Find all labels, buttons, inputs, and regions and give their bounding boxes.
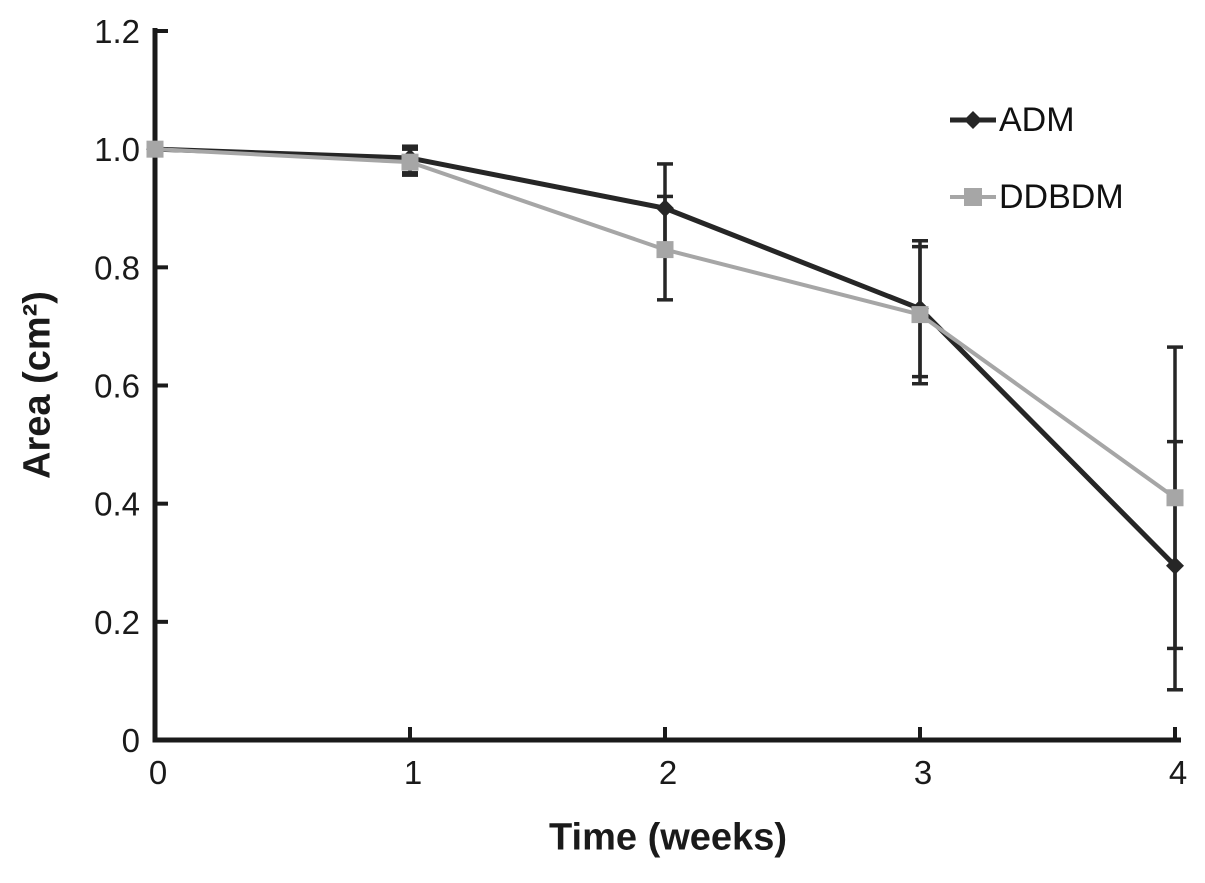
data-point-ddbdm	[911, 306, 929, 324]
y-tick-label: 0.4	[94, 486, 140, 523]
y-tick-label: 0.2	[94, 604, 140, 641]
y-tick-label: 1.0	[94, 131, 140, 168]
y-axis-title: Area (cm²)	[16, 291, 59, 479]
data-point-adm	[1166, 556, 1184, 575]
x-tick-label: 1	[404, 754, 422, 791]
data-point-ddbdm	[1166, 489, 1184, 507]
data-point-ddbdm	[146, 140, 164, 158]
legend-label-adm: ADM	[999, 101, 1075, 139]
y-tick-label: 0.8	[94, 249, 140, 286]
legend-label-ddbdm: DDBDM	[999, 178, 1124, 216]
x-tick-label: 3	[914, 754, 932, 791]
data-point-adm	[656, 199, 674, 218]
y-tick-label: 0	[122, 722, 140, 759]
legend-item-ddbdm: DDBDM	[950, 177, 1124, 217]
x-tick-label: 4	[1169, 754, 1187, 791]
x-tick-label: 0	[149, 754, 167, 791]
data-point-ddbdm	[656, 241, 674, 259]
y-tick-label: 1.2	[94, 13, 140, 50]
legend-item-adm: ADM	[950, 100, 1124, 140]
x-axis-title: Time (weeks)	[549, 816, 787, 859]
data-point-ddbdm	[401, 153, 419, 171]
y-tick-label: 0.6	[94, 368, 140, 405]
chart-legend: ADM DDBDM	[950, 100, 1124, 217]
x-tick-label: 2	[659, 754, 677, 791]
adm-line-marker-icon	[950, 111, 996, 129]
ddbdm-line-marker-icon	[950, 188, 996, 206]
